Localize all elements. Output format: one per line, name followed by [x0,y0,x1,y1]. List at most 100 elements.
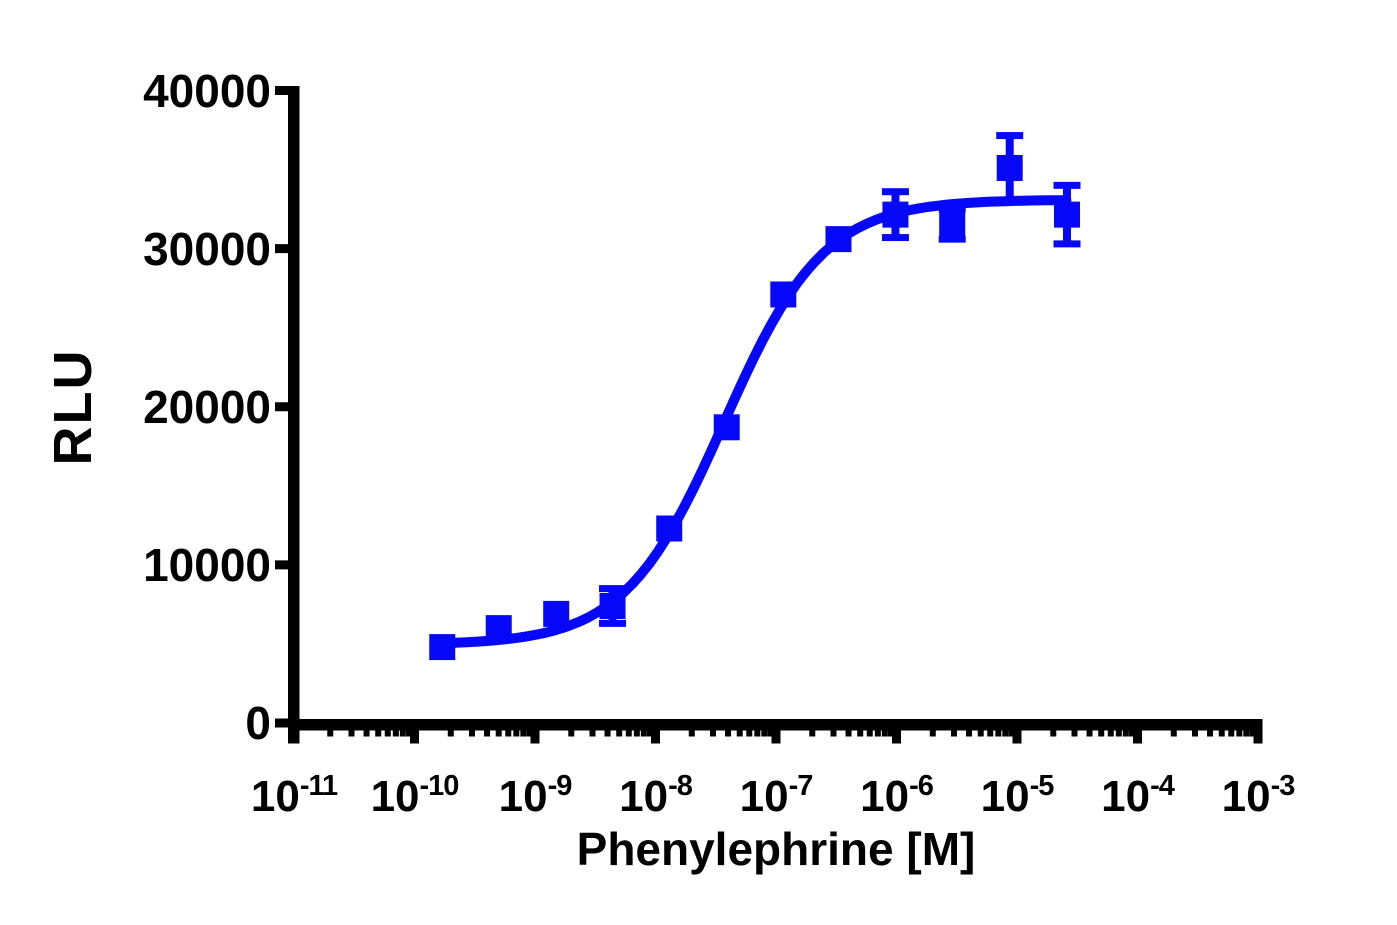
x-minor-tick [845,730,852,737]
x-minor-tick [929,730,936,737]
x-minor-tick [1098,730,1105,737]
data-point-square [599,592,626,619]
x-major-tick [410,730,419,744]
x-minor-tick [392,730,399,737]
data-point-square [429,634,456,661]
x-minor-tick [1218,730,1225,737]
x-minor-tick [809,730,816,737]
x-minor-tick [405,730,412,737]
x-minor-tick [526,730,533,737]
x-minor-tick [348,730,355,737]
x-major-tick [530,730,540,744]
x-minor-tick [1122,730,1129,737]
x-major-tick [1133,730,1142,744]
x-minor-tick [1170,730,1177,737]
x-minor-tick [640,730,647,737]
data-point-square [770,281,797,308]
x-minor-tick [1008,730,1015,737]
x-minor-tick [505,730,512,737]
y-major-tick [275,86,289,95]
x-minor-tick [1071,730,1078,737]
x-axis-title: Phenylephrine [M] [576,823,976,875]
x-minor-tick [736,730,743,737]
x-minor-tick [375,730,382,737]
x-minor-tick [987,730,994,737]
y-major-tick [275,244,289,254]
x-minor-tick [363,730,370,737]
x-tick-label: 10-5 [980,770,1055,821]
x-minor-tick [1243,730,1250,737]
x-minor-tick [1228,730,1235,737]
x-minor-tick [767,730,774,737]
x-minor-tick [447,730,454,737]
x-minor-tick [866,730,873,737]
x-tick-label: 10-9 [498,770,573,821]
x-minor-tick [857,730,864,737]
x-minor-tick [589,730,596,737]
x-minor-tick [1191,730,1198,737]
x-minor-tick [616,730,623,737]
x-minor-tick [874,730,881,737]
y-axis-title: RLU [43,348,103,466]
x-minor-tick [646,730,653,737]
x-minor-tick [604,730,611,737]
data-point-square [825,226,852,253]
data-point-square [882,201,909,228]
x-tick-label: 10-11 [250,770,338,821]
x-major-tick [1012,730,1022,744]
x-tick-label: 10-6 [860,770,934,821]
x-minor-tick [513,730,520,737]
x-minor-tick [468,730,475,737]
x-minor-tick [1086,730,1093,737]
error-bar-cap-bottom [881,234,909,242]
x-major-tick [1253,730,1263,744]
x-minor-tick [830,730,837,737]
x-minor-tick [688,730,695,737]
error-bar-cap-bottom [599,619,627,627]
data-point-square [996,154,1023,181]
x-minor-tick [1207,730,1214,737]
x-minor-tick [568,730,575,737]
error-bar-cap-top [1053,181,1081,189]
x-major-tick [892,730,901,744]
x-minor-tick [966,730,973,737]
y-major-tick [275,718,289,728]
x-minor-tick [995,730,1002,737]
y-major-tick [275,402,289,412]
x-minor-tick [746,730,753,737]
x-minor-tick [1128,730,1135,737]
x-tick-label: 10-10 [370,770,460,821]
x-minor-tick [495,730,502,737]
x-minor-tick [625,730,632,737]
x-minor-tick [484,730,491,737]
x-minor-tick [1050,730,1057,737]
error-bar-cap-bottom [1053,240,1081,248]
x-axis-line [288,719,1263,731]
error-bar-cap-bottom [996,196,1024,204]
x-minor-tick [709,730,716,737]
x-minor-tick [1249,730,1256,737]
x-tick-label: 10-3 [1221,770,1296,821]
x-minor-tick [725,730,732,737]
x-major-tick [289,730,299,744]
data-point-square [656,515,683,542]
x-minor-tick [754,730,761,737]
data-point-square [713,414,740,441]
x-minor-tick [520,730,527,737]
x-minor-tick [327,730,334,737]
y-tick-label: 30000 [143,222,271,275]
data-point-square [543,600,570,627]
x-tick-label: 10-8 [619,770,693,821]
x-minor-tick [1236,730,1243,737]
error-bar-cap-bottom [938,235,966,243]
x-minor-tick [1107,730,1114,737]
x-major-tick [771,730,781,744]
x-minor-tick [1115,730,1122,737]
error-bar-cap-top [996,132,1024,140]
x-minor-tick [761,730,768,737]
data-point-square [939,211,966,238]
x-minor-tick [1002,730,1009,737]
fit-curve [436,195,1072,649]
y-tick-label: 0 [245,697,271,749]
